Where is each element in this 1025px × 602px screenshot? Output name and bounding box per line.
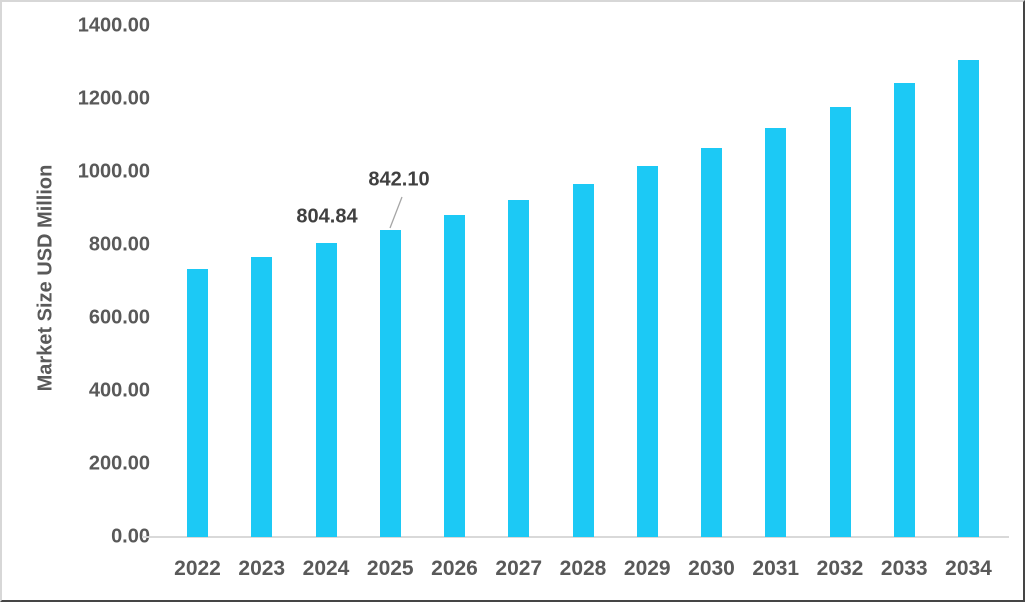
bar-2031 [765, 127, 787, 537]
y-tick-1000.00: 1000.00 [77, 160, 150, 183]
x-tick-2023: 2023 [238, 557, 286, 580]
bar-2028 [572, 184, 594, 537]
x-tick-2022: 2022 [174, 557, 221, 580]
y-tick-0.00: 0.00 [111, 525, 150, 548]
x-tick-2031: 2031 [752, 557, 800, 580]
bar-2022 [187, 269, 208, 537]
x-tick-2025: 2025 [366, 557, 414, 580]
x-tick-2024: 2024 [302, 557, 350, 580]
y-tick-600.00: 600.00 [88, 306, 150, 329]
y-tick-1400.00: 1400.00 [77, 14, 150, 37]
y-tick-1200.00: 1200.00 [77, 87, 150, 110]
bar-2032 [829, 107, 851, 537]
bar-2027 [508, 200, 530, 537]
bar-2030 [701, 147, 722, 537]
x-tick-2026: 2026 [431, 557, 478, 580]
x-tick-2028: 2028 [559, 557, 607, 580]
x-tick-2027: 2027 [495, 557, 543, 580]
x-tick-2029: 2029 [623, 557, 671, 580]
data-label-2024: 804.84 [296, 205, 358, 228]
x-tick-2033: 2033 [880, 557, 928, 580]
bar-2034 [958, 59, 979, 537]
x-tick-2034: 2034 [945, 557, 992, 580]
data-label-2025: 842.10 [368, 168, 430, 191]
y-tick-800.00: 800.00 [88, 233, 150, 256]
bar-2026 [444, 215, 465, 537]
x-axis-line [142, 536, 1009, 538]
bar-2033 [893, 83, 915, 537]
bar-2024 [315, 243, 337, 537]
y-tick-200.00: 200.00 [88, 452, 150, 475]
bar-2029 [636, 166, 658, 537]
bar-2025 [379, 229, 401, 537]
y-tick-400.00: 400.00 [88, 379, 150, 402]
x-tick-2030: 2030 [688, 557, 735, 580]
y-axis-title: Market Size USD Million [34, 164, 57, 392]
x-tick-2032: 2032 [816, 557, 864, 580]
bar-2023 [251, 257, 273, 537]
